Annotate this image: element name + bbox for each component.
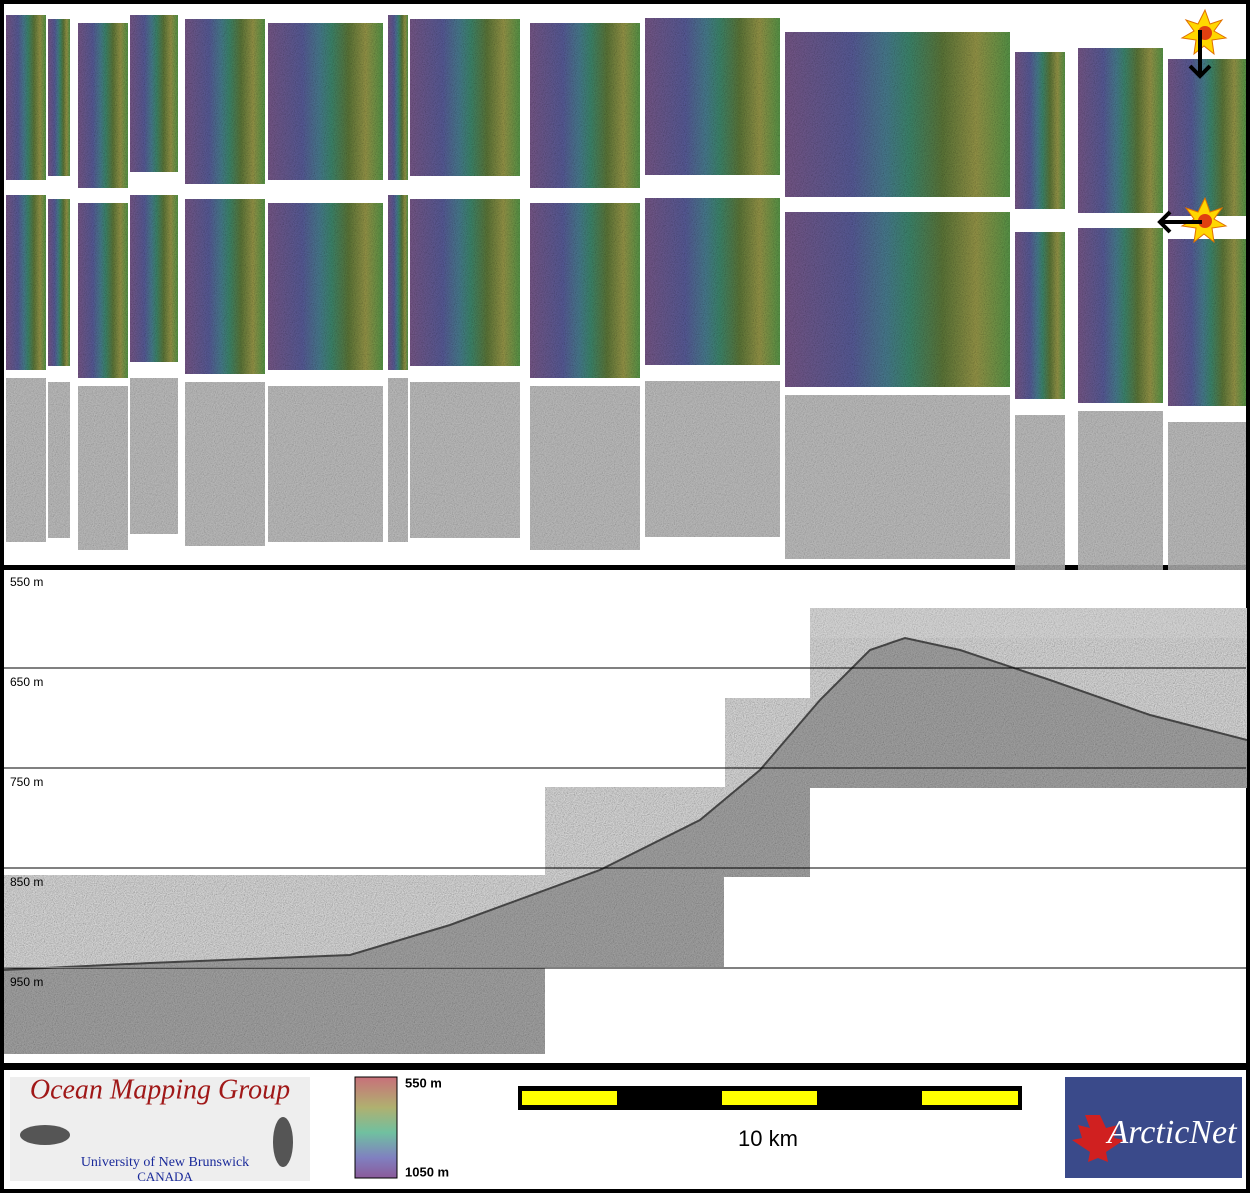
logo-country: CANADA	[137, 1169, 193, 1184]
colorbar	[354, 1076, 398, 1179]
logo-university: University of New Brunswick	[81, 1155, 249, 1170]
depth-label: 850 m	[10, 875, 43, 889]
swath-block	[6, 195, 46, 370]
swath-block	[410, 199, 520, 366]
swath-block	[185, 19, 265, 184]
colorbar-label: 1050 m	[405, 1164, 449, 1179]
colorbar-label: 550 m	[405, 1075, 442, 1090]
swath-block	[1168, 239, 1246, 406]
swath-block	[645, 18, 780, 175]
swath-block	[48, 382, 70, 538]
swath-block	[78, 203, 128, 378]
swath-block	[1078, 228, 1163, 403]
swath-block	[645, 198, 780, 365]
swath-block	[530, 386, 640, 550]
scale-segment	[722, 1091, 817, 1105]
swath-block	[645, 381, 780, 537]
logo-icon	[20, 1125, 70, 1145]
scale-label: 10 km	[738, 1126, 798, 1151]
depth-label: 750 m	[10, 775, 43, 789]
swath-block	[185, 382, 265, 546]
depth-label: 550 m	[10, 575, 43, 589]
swath-block	[268, 23, 383, 180]
logo-title: Ocean Mapping Group	[30, 1074, 290, 1105]
swath-block	[130, 378, 178, 534]
swath-block	[410, 382, 520, 538]
maple-leaf	[1072, 1115, 1124, 1162]
scale-segment	[922, 1091, 1018, 1105]
sun-icon	[1157, 8, 1228, 244]
scale-segment	[522, 1091, 617, 1105]
depth-label: 650 m	[10, 675, 43, 689]
swath-block	[785, 395, 1010, 559]
swath-block	[1078, 48, 1163, 213]
swath-block	[268, 386, 383, 542]
swath-mosaic	[6, 15, 1246, 578]
swath-block	[1015, 232, 1065, 399]
swath-block	[78, 23, 128, 188]
swath-block	[1168, 422, 1246, 578]
swath-block	[268, 203, 383, 370]
swath-block	[48, 19, 70, 176]
swath-block	[785, 32, 1010, 197]
depth-grid: 550 m 650 m 750 m 850 m 950 m	[4, 575, 1246, 989]
swath-block	[785, 212, 1010, 387]
swath-block	[410, 19, 520, 176]
swath-block	[130, 15, 178, 172]
partner-name: ArcticNet	[1105, 1114, 1238, 1151]
swath-block	[388, 378, 408, 542]
swath-block	[130, 195, 178, 362]
swath-block	[6, 378, 46, 542]
swath-block	[1078, 411, 1163, 575]
swath-block	[1015, 52, 1065, 209]
swath-block	[185, 199, 265, 374]
swath-block	[388, 15, 408, 180]
swath-block	[530, 23, 640, 188]
swath-block	[6, 15, 46, 180]
depth-label: 950 m	[10, 975, 43, 989]
swath-block	[1015, 415, 1065, 571]
swath-block	[48, 199, 70, 366]
swath-block	[78, 386, 128, 550]
swath-block	[530, 203, 640, 378]
swath-block	[1168, 59, 1246, 216]
swath-block	[388, 195, 408, 370]
logo-icon	[273, 1117, 293, 1167]
